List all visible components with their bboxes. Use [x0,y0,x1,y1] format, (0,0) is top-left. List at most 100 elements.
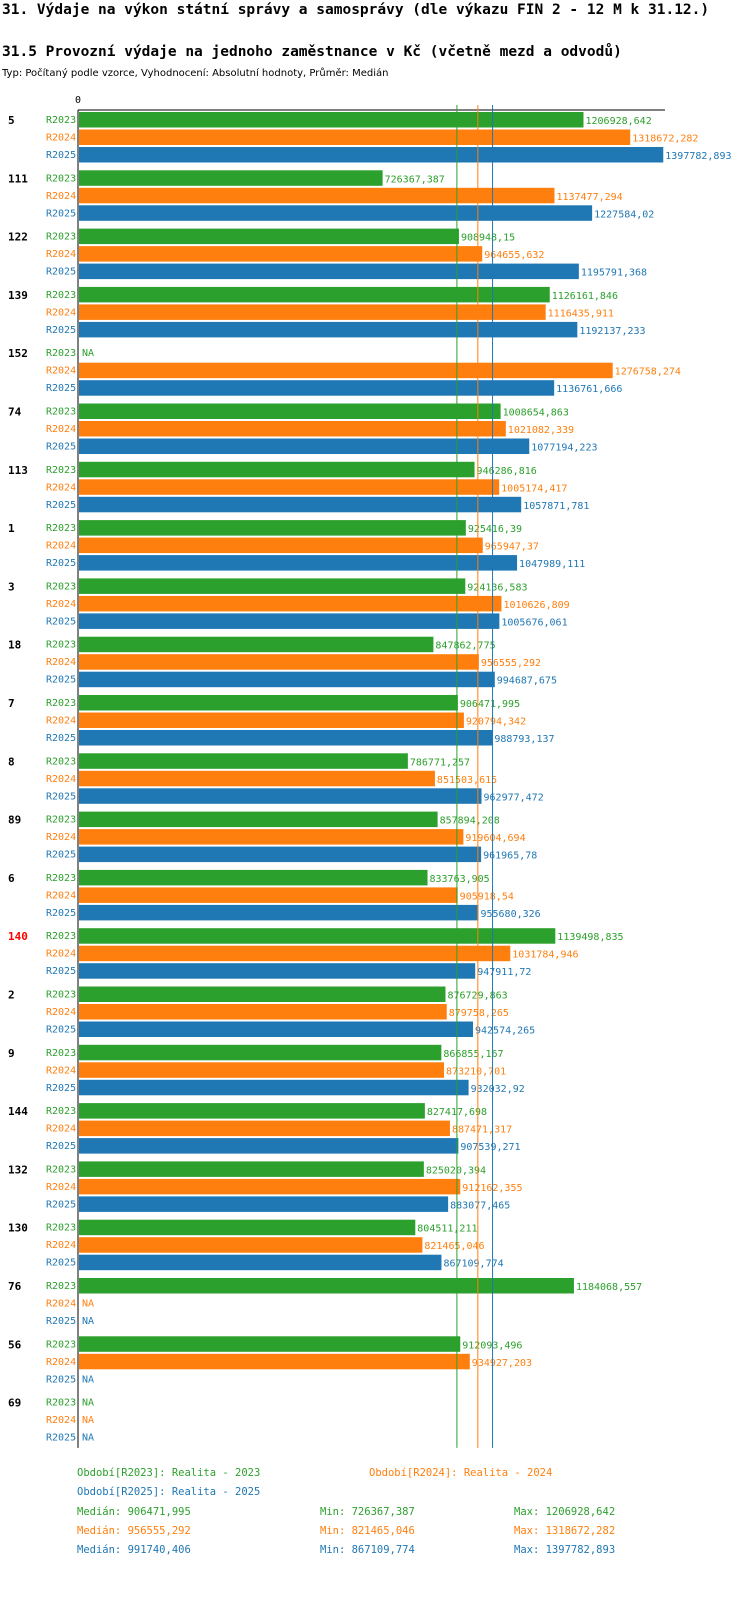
series-label: R2025 [46,908,76,919]
bar [79,1196,449,1212]
value-label: 1206928,642 [585,116,651,127]
value-label: 965947,37 [485,542,539,553]
value-label: 873210,701 [446,1066,506,1077]
series-label: R2025 [46,1199,76,1210]
category-label: 122 [8,231,28,244]
bar [79,205,593,221]
median-r2023: Medián: 906471,995 [77,1506,191,1518]
category-label: 74 [8,406,22,419]
category-label: 76 [8,1280,22,1293]
value-label: 1137477,294 [556,192,622,203]
value-label: 821465,046 [424,1241,484,1252]
series-label: R2024 [46,541,76,552]
value-label: 906471,995 [460,699,520,710]
series-label: R2025 [46,267,76,278]
bar [79,537,483,554]
value-label: 867109,774 [443,1259,503,1270]
bar [79,380,555,396]
value-label: 1227584,02 [594,209,654,220]
value-label: 947911,72 [477,967,531,978]
bar [79,1138,459,1154]
legend-r2023: Období[R2023]: Realita - 2023 [77,1467,261,1479]
bar [79,438,530,454]
series-label: R2025 [46,150,76,161]
value-label: 1397782,893 [665,151,731,162]
value-label: 887471,317 [452,1125,512,1136]
bar [79,479,500,495]
series-label: R2023 [46,1339,76,1350]
bar [79,613,500,629]
bar [79,1062,445,1078]
category-label: 140 [8,930,28,943]
bar [79,555,518,571]
value-label: 994687,675 [497,676,557,687]
bar-chart: 0 5 R2023 1206928,642 R2024 1318672,282 R2025 1… [8,95,732,1448]
series-label: R2024 [46,1299,76,1310]
page-title: 31. Výdaje na výkon státní správy a samo… [2,2,710,18]
bar [79,869,428,886]
bar [79,362,613,379]
series-label: R2023 [46,931,76,942]
bar [79,403,501,419]
series-label: R2024 [46,1357,76,1368]
bar [79,1278,574,1294]
na-label: NA [82,1299,94,1310]
value-label: 851503,615 [437,775,497,786]
bar [79,1254,442,1271]
series-label: R2023 [46,1281,76,1292]
category-label: 111 [8,172,28,185]
min-r2025: Min: 867109,774 [320,1544,415,1556]
value-label: 1184068,557 [576,1282,642,1293]
series-label: R2024 [46,599,76,610]
bar [79,636,434,653]
series-label: R2023 [46,232,76,243]
median-r2024: Medián: 956555,292 [77,1525,191,1537]
category-label: 144 [8,1105,28,1118]
value-label: 883077,465 [450,1200,510,1211]
value-label: 1126161,846 [552,291,618,302]
na-label: NA [82,1398,94,1409]
value-label: 1116435,911 [548,308,614,319]
bar [79,712,464,728]
series-label: R2025 [46,616,76,627]
series-label: R2024 [46,832,76,843]
series-label: R2024 [46,191,76,202]
value-label: 786771,257 [410,757,470,768]
bar [79,695,458,711]
bar [79,461,475,478]
value-label: 925416,39 [468,524,522,535]
bar [79,986,446,1002]
value-label: 1010626,809 [503,600,569,611]
series-label: R2023 [46,815,76,826]
bar [79,170,383,186]
series-label: R2023 [46,990,76,1001]
bar [79,1021,473,1037]
value-label: 934927,203 [472,1358,532,1369]
bar [79,129,631,145]
value-label: 1139498,835 [557,932,623,943]
series-label: R2025 [46,1258,76,1269]
series-label: R2023 [46,1164,76,1175]
bar [79,1178,461,1195]
bar [79,112,584,128]
value-label: 964655,632 [484,250,544,261]
na-label: NA [82,348,94,359]
category-label: 8 [8,755,15,768]
series-label: R2025 [46,791,76,802]
value-label: 847862,775 [435,641,495,652]
category-label: 3 [8,580,15,593]
category-label: 132 [8,1163,28,1176]
bar [79,654,479,670]
bar [79,1161,424,1177]
max-r2025: Max: 1397782,893 [514,1544,616,1556]
value-label: 1008654,863 [503,408,569,419]
series-label: R2024 [46,366,76,377]
bar [79,246,483,262]
bar [79,304,546,320]
series-label: R2024 [46,1007,76,1018]
series-label: R2023 [46,581,76,592]
value-label: 1031784,946 [512,950,578,961]
series-label: R2023 [46,173,76,184]
legend-r2024: Období[R2024]: Realita - 2024 [369,1467,553,1479]
max-r2024: Max: 1318672,282 [514,1525,616,1537]
